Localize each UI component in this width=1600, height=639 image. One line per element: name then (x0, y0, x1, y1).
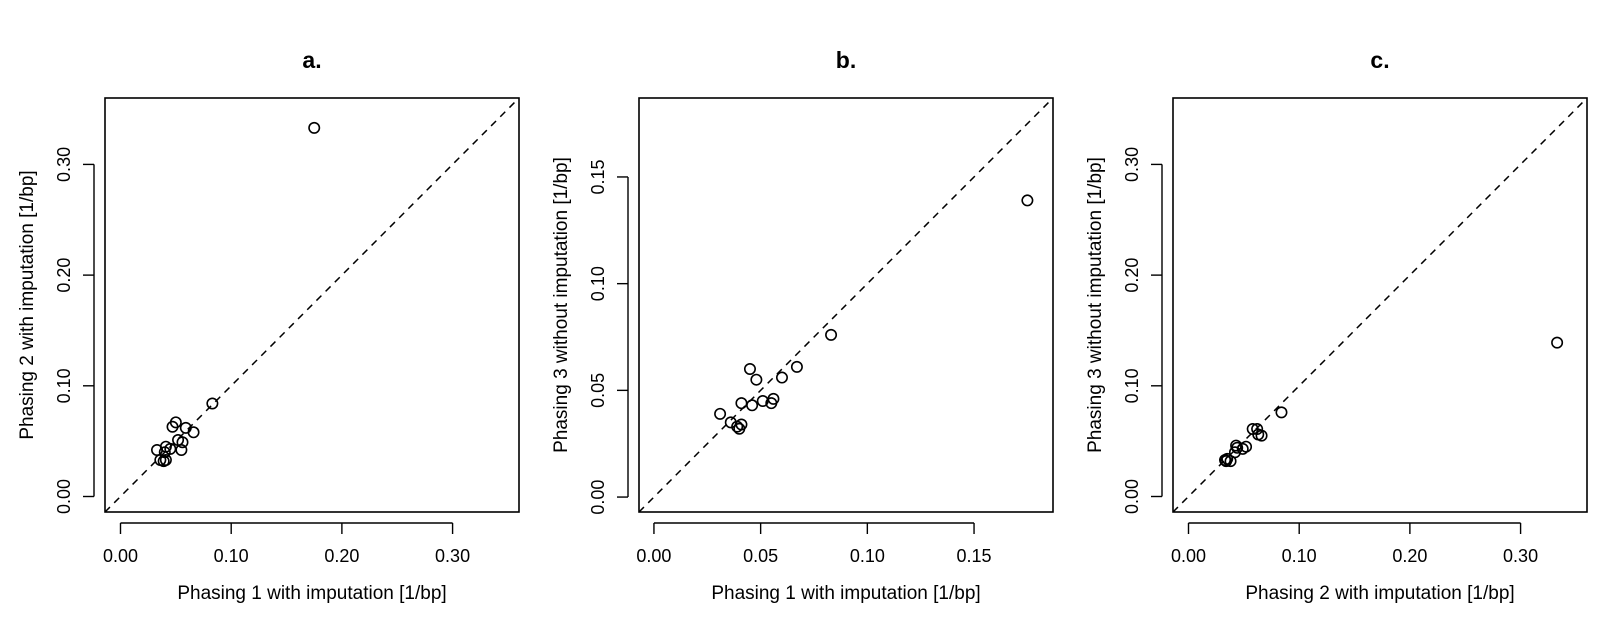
data-point (1551, 336, 1564, 349)
y-axis-label: Phasing 3 without imputation [1/bp] (1085, 157, 1106, 453)
panel-title: b. (836, 47, 856, 73)
x-tick-label: 0.00 (636, 546, 671, 566)
data-point (714, 407, 727, 420)
x-tick-label: 0.20 (324, 546, 359, 566)
data-points (1219, 336, 1564, 468)
y-axis: 0.00 0.10 0.20 0.30 (1122, 147, 1163, 514)
data-point (746, 399, 759, 412)
data-points (714, 194, 1034, 435)
data-point (790, 360, 803, 373)
identity-reference-line (638, 97, 1054, 513)
x-axis: 0.00 0.10 0.20 0.30 (103, 522, 470, 566)
x-axis: 0.00 0.05 0.10 0.15 (636, 522, 992, 566)
y-tick-label: 0.05 (588, 373, 608, 408)
x-tick-label: 0.30 (1503, 546, 1538, 566)
y-tick-label: 0.00 (588, 480, 608, 515)
data-point (308, 121, 321, 134)
data-point (179, 421, 192, 434)
y-tick-label: 0.10 (54, 368, 74, 403)
plot-frame (638, 97, 1054, 513)
x-axis-label: Phasing 2 with imputation [1/bp] (1245, 583, 1514, 604)
data-point (765, 397, 778, 410)
x-tick-label: 0.10 (214, 546, 249, 566)
data-point (735, 397, 748, 410)
data-point (825, 328, 838, 341)
panel-1: 0.00 0.10 0.20 0.30 Phasing 1 with imputatio… (17, 47, 520, 604)
y-tick-label: 0.20 (54, 258, 74, 293)
y-tick-label: 0.00 (1122, 479, 1142, 514)
data-point (775, 371, 788, 384)
y-tick-label: 0.10 (1122, 368, 1142, 403)
data-point (176, 436, 189, 449)
plot-frame (1172, 97, 1588, 513)
data-point (1255, 429, 1268, 442)
y-tick-label: 0.15 (588, 159, 608, 194)
panel-3: 0.00 0.10 0.20 0.30 Phasing 2 with imputatio… (1085, 47, 1588, 604)
plot-frame (104, 97, 520, 513)
data-point (1021, 194, 1034, 207)
x-tick-label: 0.10 (850, 546, 885, 566)
panel-title: a. (302, 47, 321, 73)
x-tick-label: 0.05 (743, 546, 778, 566)
y-axis-label: Phasing 3 without imputation [1/bp] (551, 157, 572, 453)
panel-title: c. (1370, 47, 1389, 73)
panel-2: 0.00 0.05 0.10 0.15 Phasing 1 with imputatio… (551, 47, 1054, 604)
data-point (735, 418, 748, 431)
identity-reference-line (104, 97, 520, 513)
data-point (750, 373, 763, 386)
data-point (187, 426, 200, 439)
x-tick-label: 0.15 (957, 546, 992, 566)
x-tick-label: 0.10 (1282, 546, 1317, 566)
x-tick-label: 0.20 (1392, 546, 1427, 566)
data-point (206, 397, 219, 410)
y-tick-label: 0.00 (54, 479, 74, 514)
x-axis-label: Phasing 1 with imputation [1/bp] (711, 583, 980, 604)
x-tick-label: 0.00 (1171, 546, 1206, 566)
data-point (1236, 442, 1249, 455)
y-axis: 0.00 0.10 0.20 0.30 (54, 147, 95, 514)
data-points (151, 121, 321, 468)
data-point (1221, 452, 1234, 465)
y-tick-label: 0.10 (588, 266, 608, 301)
data-point (743, 363, 756, 376)
data-point (175, 444, 188, 457)
y-axis: 0.00 0.05 0.10 0.15 (588, 159, 629, 515)
data-point (1230, 439, 1243, 452)
y-tick-label: 0.20 (1122, 258, 1142, 293)
data-point (169, 416, 182, 429)
y-tick-label: 0.30 (1122, 147, 1142, 182)
x-axis-label: Phasing 1 with imputation [1/bp] (177, 583, 446, 604)
y-tick-label: 0.30 (54, 147, 74, 182)
data-point (159, 453, 172, 466)
x-tick-label: 0.30 (435, 546, 470, 566)
data-point (1275, 406, 1288, 419)
x-axis: 0.00 0.10 0.20 0.30 (1171, 522, 1538, 566)
y-axis-label: Phasing 2 with imputation [1/bp] (17, 170, 38, 439)
x-tick-label: 0.00 (103, 546, 138, 566)
